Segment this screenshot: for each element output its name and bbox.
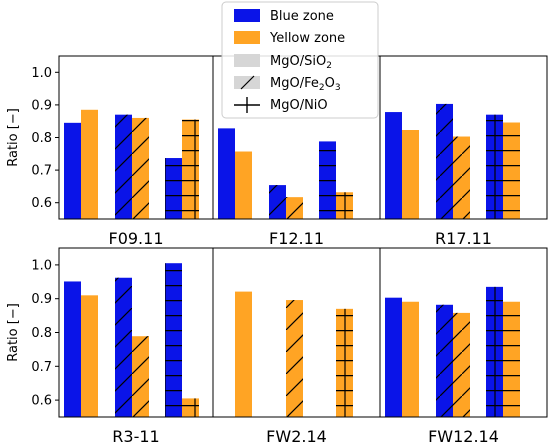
bar-hatch-diagonal — [286, 300, 303, 417]
y-axis-label: Ratio [−] — [6, 303, 21, 362]
bar-group — [385, 286, 520, 417]
bar-group — [218, 128, 353, 219]
bar-hatch-diagonal — [286, 197, 303, 219]
bar-hatch-grid — [182, 119, 199, 219]
panel-title: FW12.14 — [428, 427, 499, 446]
legend-swatch-mgo-sio2 — [234, 54, 260, 67]
y-axis-ticks: 0.6 0.7 0.8 0.9 1.0 — [31, 66, 59, 211]
bar-hatch-diagonal — [115, 114, 132, 219]
y-tick-label: 1.0 — [31, 258, 52, 273]
bar-hatch-diagonal — [269, 185, 286, 219]
bar-hatch-grid — [165, 158, 182, 219]
legend-label-blue-zone: Blue zone — [270, 9, 334, 24]
bar-yellow-zone-mgo-sio — [81, 295, 98, 417]
bar-hatch-diagonal — [453, 312, 470, 417]
bar-hatch-diagonal — [453, 136, 470, 219]
legend-label-mgo-sio2: MgO/SiO2 — [270, 54, 332, 71]
bar-yellow-zone-mgo-sio — [235, 151, 252, 219]
bar-hatch-grid — [336, 308, 353, 417]
bar-hatch-diagonal — [132, 336, 149, 417]
bar-group — [64, 263, 199, 417]
y-axis-label-group: Ratio [−] Ratio [−] — [6, 108, 21, 362]
y-tick-label: 0.6 — [31, 394, 52, 409]
bar-hatch-diagonal — [115, 277, 132, 417]
panel-frame — [379, 247, 548, 418]
legend-swatch-yellow-zone — [234, 31, 260, 44]
y-tick-label: 0.9 — [31, 292, 52, 307]
bar-yellow-zone-mgo-sio — [235, 291, 252, 417]
bar-group — [385, 103, 520, 219]
bar-hatch-grid — [503, 122, 520, 219]
bar-hatch-grid — [319, 141, 336, 219]
legend: Blue zone Yellow zone MgO/SiO2 MgO/Fe2O3… — [221, 1, 379, 119]
bar-hatch-diagonal — [436, 103, 453, 219]
bar-hatch-grid — [503, 301, 520, 417]
panels: F09.11 0.6 0.7 0.8 0.9 1.0 F12.11 R17.11 R3-11 0.… — [31, 55, 548, 446]
bar-hatch-grid — [165, 263, 182, 417]
panel-title: F09.11 — [108, 229, 163, 248]
y-tick-label: 0.6 — [31, 196, 52, 211]
bar-blue-zone-mgo-sio — [64, 281, 81, 417]
bar-hatch-grid — [182, 398, 199, 417]
bar-yellow-zone-mgo-sio — [402, 301, 419, 417]
y-tick-label: 0.8 — [31, 131, 52, 146]
bar-hatch-diagonal — [132, 117, 149, 219]
bar-hatch-grid — [486, 114, 503, 219]
bar-group — [64, 109, 199, 219]
bar-blue-zone-mgo-sio — [64, 122, 81, 219]
bar-blue-zone-mgo-sio — [385, 297, 402, 417]
bar-blue-zone-mgo-sio — [385, 112, 402, 219]
y-tick-label: 1.0 — [31, 66, 52, 81]
bar-group — [235, 291, 353, 417]
panel-f09-11: F09.11 0.6 0.7 0.8 0.9 1.0 — [31, 55, 214, 248]
y-tick-label: 0.9 — [31, 98, 52, 113]
panel-r3-11: R3-11 0.6 0.7 0.8 0.9 1.0 — [31, 247, 214, 446]
panel-title: R17.11 — [435, 229, 492, 248]
legend-label-yellow-zone: Yellow zone — [269, 31, 345, 46]
legend-label-mgo-nio: MgO/NiO — [270, 98, 328, 113]
legend-box — [221, 1, 379, 119]
legend-swatch-blue-zone — [234, 9, 260, 22]
y-tick-label: 0.8 — [31, 326, 52, 341]
y-tick-label: 0.7 — [31, 164, 52, 179]
bar-blue-zone-mgo-sio — [218, 128, 235, 219]
legend-label-mgo-fe2o3: MgO/Fe2O3 — [270, 76, 341, 93]
bar-hatch-grid — [486, 286, 503, 417]
legend-diagonal-hatch-mark — [240, 75, 255, 90]
panel-title: FW2.14 — [266, 427, 327, 446]
bar-yellow-zone-mgo-sio — [81, 109, 98, 219]
panel-fw12-14: FW12.14 — [379, 247, 548, 446]
bar-hatch-diagonal — [436, 304, 453, 417]
bar-yellow-zone-mgo-sio — [402, 130, 419, 219]
panel-title: R3-11 — [112, 427, 159, 446]
panel-r17-11: R17.11 — [379, 55, 548, 248]
y-axis-ticks: 0.6 0.7 0.8 0.9 1.0 — [31, 258, 59, 409]
y-tick-label: 0.7 — [31, 360, 52, 375]
panel-frame — [379, 55, 548, 220]
bar-hatch-grid — [336, 192, 353, 219]
panel-title: F12.11 — [269, 229, 324, 248]
panel-fw2-14: FW2.14 — [212, 247, 381, 446]
y-axis-label: Ratio [−] — [6, 108, 21, 167]
